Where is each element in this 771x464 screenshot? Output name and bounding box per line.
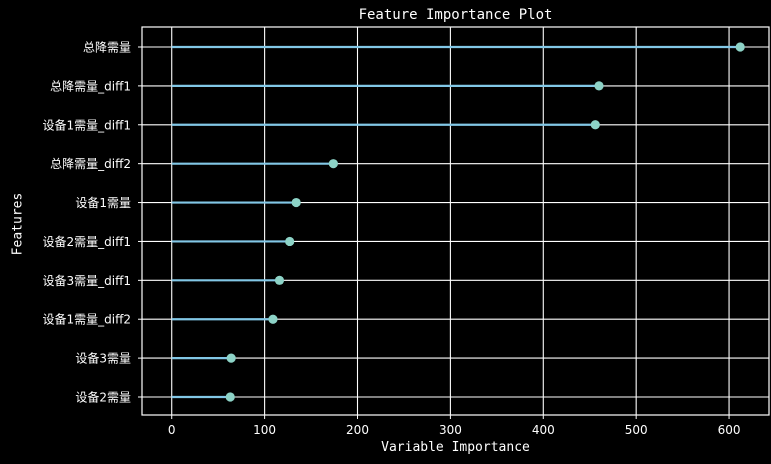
- y-tick-label: 设备3需量_diff1: [43, 274, 132, 288]
- importance-marker: [274, 275, 285, 285]
- importance-marker: [328, 159, 338, 169]
- axes-frame: [141, 26, 770, 416]
- axis-layer: [141, 26, 770, 416]
- y-tick-label: 设备2需量_diff1: [43, 235, 132, 249]
- x-tick-label: 600: [718, 423, 741, 437]
- x-tick-label: 400: [532, 423, 555, 437]
- x-axis-label: Variable Importance: [381, 440, 530, 455]
- importance-marker: [268, 314, 278, 324]
- x-tick-label: 0: [168, 423, 176, 437]
- importance-marker: [226, 353, 236, 363]
- x-tick-label: 500: [625, 423, 648, 437]
- y-tick-label: 设备1需量: [75, 196, 131, 210]
- stem-layer: [171, 45, 741, 399]
- y-tick-label: 设备1需量_diff2: [43, 313, 132, 327]
- importance-marker: [225, 392, 235, 402]
- x-tick-label: 100: [253, 423, 276, 437]
- y-tick-label: 设备3需量: [75, 352, 131, 366]
- importance-marker: [291, 197, 301, 208]
- x-tick-label: 300: [439, 423, 462, 437]
- y-tick-label: 设备2需量: [75, 391, 131, 405]
- y-tick-label: 总降需量_diff2: [50, 157, 131, 171]
- y-tick-label: 总降需量: [83, 41, 131, 55]
- y-tick-label: 设备1需量_diff1: [43, 118, 132, 132]
- importance-marker: [590, 120, 600, 130]
- importance-marker: [285, 236, 295, 247]
- importance-marker: [594, 81, 604, 91]
- importance-marker: [735, 42, 745, 52]
- x-tick-label: 200: [346, 423, 369, 437]
- marker-layer: [225, 42, 745, 402]
- y-tick-label: 总降需量_diff1: [50, 79, 131, 93]
- chart-title: Feature Importance Plot: [358, 7, 553, 23]
